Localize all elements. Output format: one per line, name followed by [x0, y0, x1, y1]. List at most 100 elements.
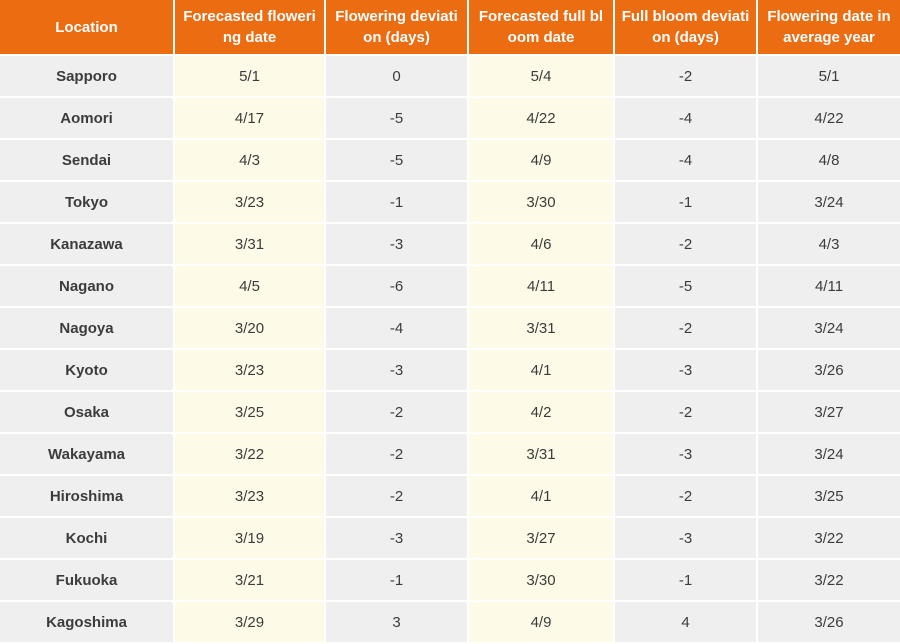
location-cell: Sapporo [0, 56, 173, 96]
forecast-flowering-date-cell: 3/23 [175, 476, 324, 516]
location-cell: Fukuoka [0, 560, 173, 600]
forecast-flowering-date-cell: 3/31 [175, 224, 324, 264]
forecast-full-bloom-date-cell: 3/31 [469, 308, 613, 348]
flowering-deviation-cell: -2 [326, 476, 467, 516]
forecast-flowering-date-cell: 3/23 [175, 350, 324, 390]
table-row: Osaka 3/25 -2 4/2 -2 3/27 [0, 392, 900, 432]
table-row: Kagoshima 3/29 3 4/9 4 3/26 [0, 602, 900, 642]
header-row: Location Forecasted flowering date Flowe… [0, 0, 900, 54]
location-cell: Kagoshima [0, 602, 173, 642]
forecast-full-bloom-date-cell: 5/4 [469, 56, 613, 96]
header-full-bloom-deviation: Full bloom deviation (days) [615, 0, 756, 54]
full-bloom-deviation-cell: -1 [615, 560, 756, 600]
average-year-date-cell: 3/25 [758, 476, 900, 516]
header-forecast-full-bloom-date: Forecasted full bloom date [469, 0, 613, 54]
forecast-full-bloom-date-cell: 3/30 [469, 182, 613, 222]
location-cell: Wakayama [0, 434, 173, 474]
flowering-deviation-cell: -3 [326, 518, 467, 558]
forecast-flowering-date-cell: 3/29 [175, 602, 324, 642]
table-row: Kochi 3/19 -3 3/27 -3 3/22 [0, 518, 900, 558]
header-location: Location [0, 0, 173, 54]
forecast-full-bloom-date-cell: 3/30 [469, 560, 613, 600]
average-year-date-cell: 3/22 [758, 518, 900, 558]
table-header: Location Forecasted flowering date Flowe… [0, 0, 900, 54]
average-year-date-cell: 3/22 [758, 560, 900, 600]
location-cell: Kyoto [0, 350, 173, 390]
average-year-date-cell: 3/24 [758, 434, 900, 474]
average-year-date-cell: 4/8 [758, 140, 900, 180]
full-bloom-deviation-cell: -3 [615, 350, 756, 390]
flowering-deviation-cell: -3 [326, 350, 467, 390]
table-row: Nagoya 3/20 -4 3/31 -2 3/24 [0, 308, 900, 348]
table-body: Sapporo 5/1 0 5/4 -2 5/1 Aomori 4/17 -5 … [0, 56, 900, 642]
forecast-full-bloom-date-cell: 4/9 [469, 602, 613, 642]
forecast-full-bloom-date-cell: 4/9 [469, 140, 613, 180]
full-bloom-deviation-cell: -2 [615, 224, 756, 264]
average-year-date-cell: 4/22 [758, 98, 900, 138]
average-year-date-cell: 4/11 [758, 266, 900, 306]
location-cell: Tokyo [0, 182, 173, 222]
table-row: Nagano 4/5 -6 4/11 -5 4/11 [0, 266, 900, 306]
full-bloom-deviation-cell: -1 [615, 182, 756, 222]
full-bloom-deviation-cell: -2 [615, 56, 756, 96]
full-bloom-deviation-cell: -4 [615, 98, 756, 138]
table-row: Aomori 4/17 -5 4/22 -4 4/22 [0, 98, 900, 138]
forecast-flowering-date-cell: 3/20 [175, 308, 324, 348]
forecast-full-bloom-date-cell: 4/6 [469, 224, 613, 264]
flowering-deviation-cell: -1 [326, 182, 467, 222]
flowering-deviation-cell: 3 [326, 602, 467, 642]
table-row: Sapporo 5/1 0 5/4 -2 5/1 [0, 56, 900, 96]
table-row: Kyoto 3/23 -3 4/1 -3 3/26 [0, 350, 900, 390]
flowering-deviation-cell: -2 [326, 392, 467, 432]
flowering-deviation-cell: -2 [326, 434, 467, 474]
forecast-flowering-date-cell: 3/22 [175, 434, 324, 474]
forecast-flowering-date-cell: 3/21 [175, 560, 324, 600]
flowering-deviation-cell: -5 [326, 98, 467, 138]
table-row: Kanazawa 3/31 -3 4/6 -2 4/3 [0, 224, 900, 264]
forecast-flowering-date-cell: 3/19 [175, 518, 324, 558]
flowering-deviation-cell: -3 [326, 224, 467, 264]
full-bloom-deviation-cell: -2 [615, 308, 756, 348]
full-bloom-deviation-cell: -3 [615, 518, 756, 558]
full-bloom-deviation-cell: -2 [615, 476, 756, 516]
forecast-full-bloom-date-cell: 4/11 [469, 266, 613, 306]
header-flowering-deviation: Flowering deviation (days) [326, 0, 467, 54]
forecast-full-bloom-date-cell: 4/2 [469, 392, 613, 432]
location-cell: Nagoya [0, 308, 173, 348]
full-bloom-deviation-cell: 4 [615, 602, 756, 642]
forecast-flowering-date-cell: 4/17 [175, 98, 324, 138]
average-year-date-cell: 5/1 [758, 56, 900, 96]
table-row: Fukuoka 3/21 -1 3/30 -1 3/22 [0, 560, 900, 600]
location-cell: Aomori [0, 98, 173, 138]
average-year-date-cell: 3/24 [758, 308, 900, 348]
average-year-date-cell: 3/26 [758, 602, 900, 642]
forecast-flowering-date-cell: 4/3 [175, 140, 324, 180]
full-bloom-deviation-cell: -4 [615, 140, 756, 180]
header-average-year-date: Flowering date in average year [758, 0, 900, 54]
full-bloom-deviation-cell: -5 [615, 266, 756, 306]
location-cell: Nagano [0, 266, 173, 306]
forecast-full-bloom-date-cell: 3/27 [469, 518, 613, 558]
forecast-flowering-date-cell: 3/25 [175, 392, 324, 432]
table-row: Tokyo 3/23 -1 3/30 -1 3/24 [0, 182, 900, 222]
forecast-flowering-date-cell: 4/5 [175, 266, 324, 306]
forecast-full-bloom-date-cell: 4/1 [469, 350, 613, 390]
forecast-full-bloom-date-cell: 3/31 [469, 434, 613, 474]
flowering-deviation-cell: 0 [326, 56, 467, 96]
forecast-flowering-date-cell: 5/1 [175, 56, 324, 96]
location-cell: Osaka [0, 392, 173, 432]
flowering-deviation-cell: -6 [326, 266, 467, 306]
average-year-date-cell: 3/27 [758, 392, 900, 432]
forecast-full-bloom-date-cell: 4/22 [469, 98, 613, 138]
location-cell: Hiroshima [0, 476, 173, 516]
flowering-deviation-cell: -4 [326, 308, 467, 348]
flowering-deviation-cell: -1 [326, 560, 467, 600]
table-row: Hiroshima 3/23 -2 4/1 -2 3/25 [0, 476, 900, 516]
full-bloom-deviation-cell: -2 [615, 392, 756, 432]
forecast-full-bloom-date-cell: 4/1 [469, 476, 613, 516]
average-year-date-cell: 3/24 [758, 182, 900, 222]
forecast-flowering-date-cell: 3/23 [175, 182, 324, 222]
average-year-date-cell: 3/26 [758, 350, 900, 390]
location-cell: Kanazawa [0, 224, 173, 264]
